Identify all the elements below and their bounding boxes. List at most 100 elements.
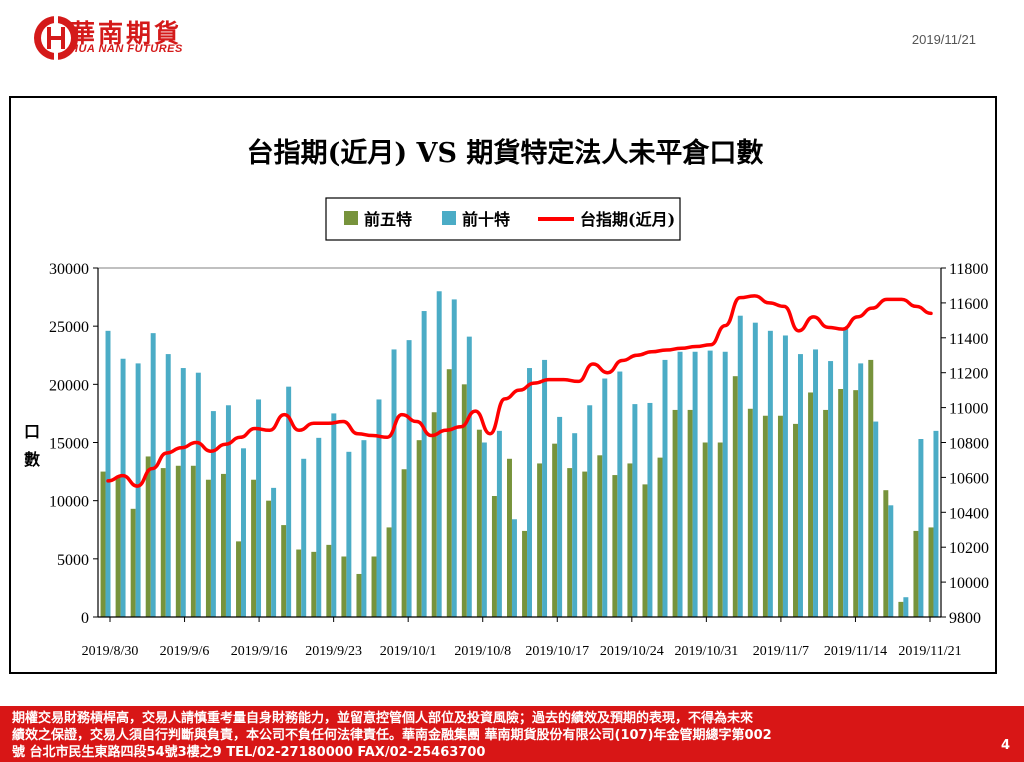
bar-top5 <box>808 392 814 617</box>
bar-top10 <box>150 333 156 617</box>
bar-top5 <box>642 484 648 617</box>
x-tick-label: 2019/10/8 <box>454 644 511 659</box>
bar-top5 <box>747 408 753 617</box>
bar-top10 <box>662 359 668 617</box>
bar-top10 <box>647 402 653 617</box>
y-left-tick-label: 20000 <box>49 377 89 394</box>
combo-chart: 台指期(近月) VS 期貨特定法人未平倉口數 前五特 前十特 台指期(近月) 0 50… <box>24 137 989 659</box>
bar-top10 <box>572 433 578 617</box>
bar-top10 <box>135 363 141 617</box>
bar-top10 <box>692 351 698 617</box>
bar-top5 <box>401 469 407 617</box>
bar-top5 <box>898 601 904 617</box>
y-left-tick-label: 25000 <box>49 319 89 336</box>
bar-top10 <box>180 368 186 617</box>
bar-top10 <box>542 359 548 617</box>
bar-top10 <box>767 330 773 617</box>
bar-top5 <box>476 429 482 617</box>
x-tick-label: 2019/11/7 <box>753 644 809 659</box>
bar-top5 <box>717 442 723 617</box>
bar-top10 <box>557 416 563 617</box>
bar-top5 <box>461 384 467 617</box>
company-logo <box>30 12 230 62</box>
bar-top10 <box>210 411 216 617</box>
bar-top5 <box>672 409 678 617</box>
bar-top5 <box>868 359 874 617</box>
bar-top10 <box>361 440 367 617</box>
y-right-tick-label: 11800 <box>949 261 988 278</box>
y-axis-label-char: 口 <box>24 422 40 441</box>
bar-top5 <box>371 556 377 617</box>
header: 華南期貨 HUA NAN FUTURES 2019/11/21 <box>0 0 1024 80</box>
bar-top10 <box>722 351 728 617</box>
y-right-tick-label: 11200 <box>949 366 988 383</box>
bar-top10 <box>241 448 246 617</box>
bar-top5 <box>266 500 272 617</box>
hua-nan-logo-icon <box>34 16 78 60</box>
bar-top5 <box>356 573 362 617</box>
bar-top10 <box>481 442 487 617</box>
bar-top10 <box>286 386 292 617</box>
bar-top5 <box>296 549 302 617</box>
x-tick-label: 2019/10/1 <box>380 644 437 659</box>
bar-top5 <box>627 463 633 617</box>
bar-top5 <box>205 479 211 617</box>
x-tick-label: 2019/10/17 <box>525 644 589 659</box>
bar-top10 <box>632 404 638 617</box>
legend: 前五特 前十特 台指期(近月) <box>325 197 681 241</box>
y-left-tick-label: 30000 <box>49 261 89 278</box>
bar-top5 <box>762 415 768 617</box>
bar-top10 <box>527 368 532 617</box>
disclaimer-line-1: 期權交易財務槓桿高，交易人請慎重考量自身財務能力，並留意控管個人部位及投資風險；… <box>12 711 754 726</box>
report-date: 2019/11/21 <box>911 32 976 47</box>
y-right-tick-label: 10000 <box>949 575 989 592</box>
y-left-tick-label: 0 <box>81 610 89 627</box>
bar-top5 <box>793 423 798 617</box>
line-taiex-near-month <box>106 294 933 488</box>
bar-top10 <box>737 315 743 617</box>
bar-top10 <box>195 372 201 617</box>
bar-top10 <box>843 328 849 617</box>
bar-top5 <box>100 471 106 617</box>
x-tick-label: 2019/10/31 <box>674 644 738 659</box>
bar-top5 <box>582 471 588 617</box>
bar-top10 <box>421 311 427 617</box>
bar-top5 <box>702 442 708 617</box>
bar-top5 <box>552 443 558 617</box>
bar-top5 <box>567 468 573 617</box>
bar-top5 <box>777 415 783 617</box>
bar-top5 <box>537 463 543 617</box>
bar-top5 <box>823 409 829 617</box>
bar-top5 <box>341 556 347 617</box>
bar-top10 <box>752 322 758 617</box>
bar-top5 <box>145 456 151 617</box>
bar-top10 <box>873 421 879 617</box>
y-right-tick-label: 10200 <box>949 540 989 557</box>
bar-top10 <box>346 451 352 617</box>
bar-top5 <box>928 527 934 617</box>
bar-top10 <box>602 378 608 617</box>
legend-label: 台指期(近月) <box>580 210 675 229</box>
bar-top5 <box>130 508 136 617</box>
bar-top5 <box>386 527 392 617</box>
bar-top5 <box>838 388 844 617</box>
bar-top5 <box>190 465 196 617</box>
bar-top5 <box>160 468 166 617</box>
bar-top10 <box>933 430 939 617</box>
bar-top5 <box>281 525 287 617</box>
legend-swatch-top5 <box>344 211 358 225</box>
bar-top10 <box>707 350 713 617</box>
x-tick-label: 2019/11/14 <box>824 644 887 659</box>
disclaimer-footer: 期權交易財務槓桿高，交易人請慎重考量自身財務能力，並留意控管個人部位及投資風險；… <box>0 706 1024 762</box>
bar-top10 <box>120 358 126 617</box>
bar-top5 <box>491 496 497 617</box>
y-right-tick-label: 11000 <box>949 401 988 418</box>
legend-label: 前五特 <box>364 210 412 229</box>
bar-top5 <box>612 475 618 617</box>
bar-top5 <box>416 440 422 617</box>
bar-top10 <box>617 371 623 617</box>
bar-top5 <box>522 530 528 617</box>
axes-group: 0 5000 10000 15000 20000 25000 30000 9800 10000 1… <box>24 261 989 659</box>
bar-top10 <box>256 399 262 617</box>
bar-top10 <box>496 430 502 617</box>
